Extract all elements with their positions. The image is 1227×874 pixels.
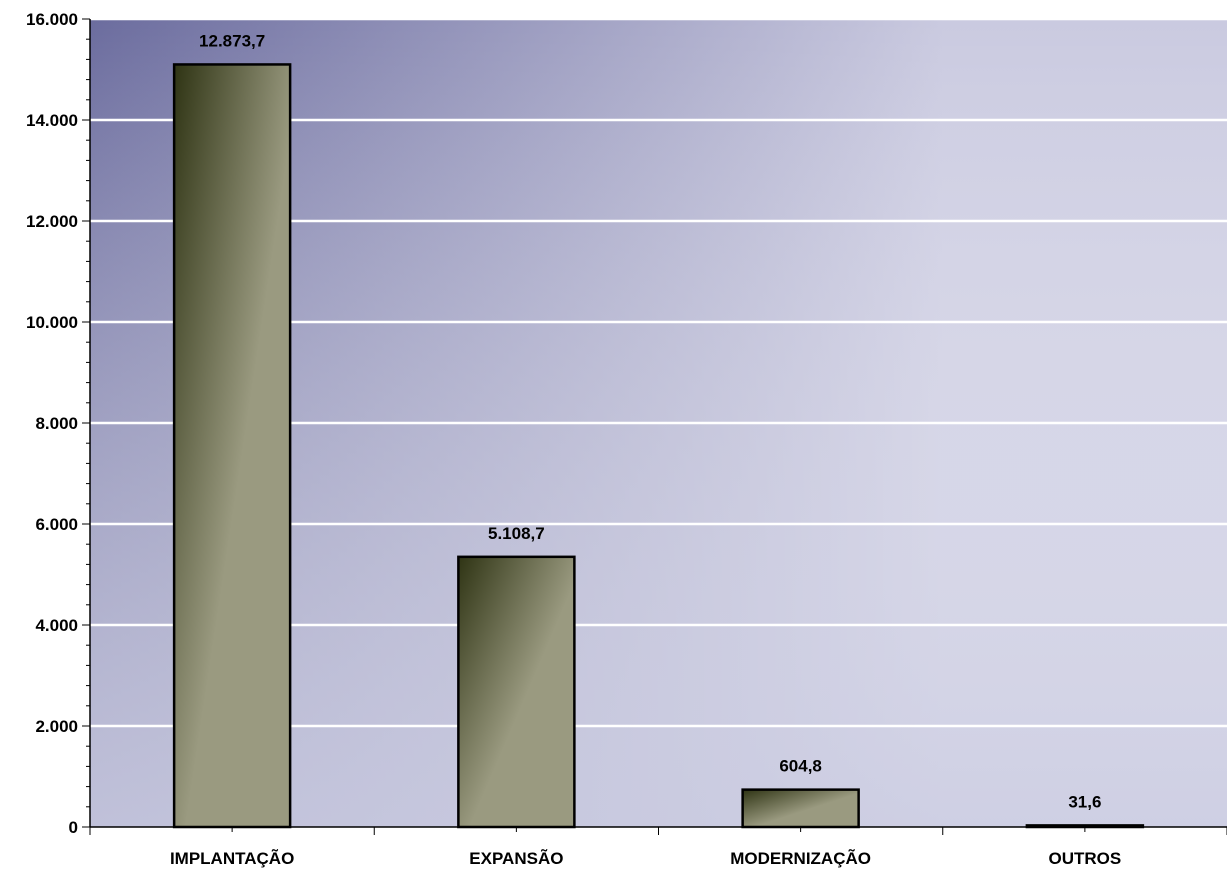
bar: [457, 555, 576, 829]
bar: [172, 63, 292, 829]
y-tick-label: 12.000: [26, 212, 78, 231]
y-tick-label: 4.000: [35, 616, 78, 635]
data-label: 604,8: [779, 757, 822, 776]
axes: [82, 18, 1227, 835]
data-label: 31,6: [1068, 792, 1101, 811]
data-label: 5.108,7: [488, 524, 545, 543]
y-tick-label: 8.000: [35, 414, 78, 433]
bars: [172, 63, 1145, 829]
y-tick-label: 14.000: [26, 111, 78, 130]
data-label: 12.873,7: [199, 31, 265, 50]
y-tick-label: 0: [69, 818, 78, 837]
bar: [741, 788, 860, 829]
y-tick-label: 2.000: [35, 717, 78, 736]
y-tick-label: 10.000: [26, 313, 78, 332]
x-tick-label: OUTROS: [1049, 849, 1122, 868]
labels: 12.873,7 IMPLANTAÇÃO 5.108,7 EXPANSÃO 604,8 M…: [26, 10, 1121, 868]
x-tick-label: IMPLANTAÇÃO: [170, 848, 294, 868]
x-tick-label: MODERNIZAÇÃO: [730, 848, 871, 868]
y-tick-label: 6.000: [35, 515, 78, 534]
y-tick-label: 16.000: [26, 10, 78, 29]
x-tick-label: EXPANSÃO: [469, 848, 563, 868]
